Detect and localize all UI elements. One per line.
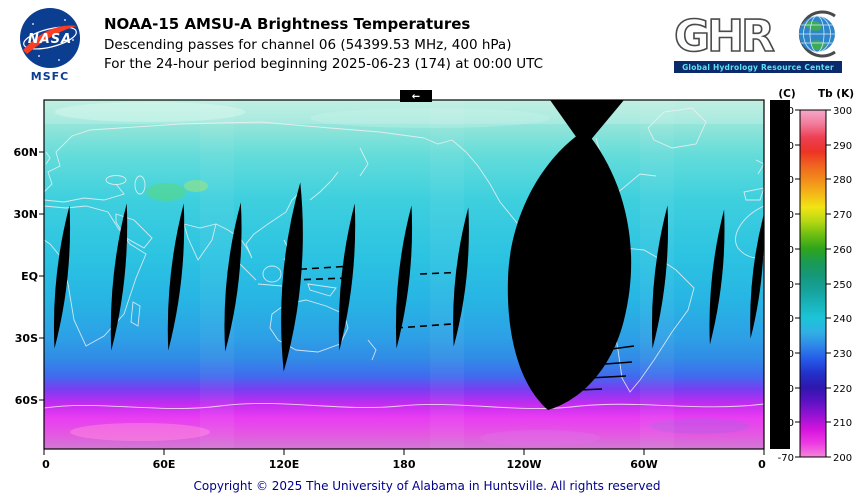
- header: NASA MSFC NOAA-15 AMSU-A Brightness Temp…: [0, 0, 854, 88]
- c-label: -50: [778, 384, 794, 395]
- msfc-label: MSFC: [30, 69, 70, 83]
- colorbar-gradient: [799, 109, 827, 458]
- page-subtitle-channel: Descending passes for channel 06 (54399.…: [104, 36, 512, 53]
- colorbar: (C) Tb (K) 30 20 10 0 -10: [778, 88, 854, 464]
- lon-label-120e: 120E: [269, 458, 299, 471]
- left-arrow-icon: ←: [412, 92, 420, 103]
- lon-label-120w: 120W: [506, 458, 541, 471]
- swath-gaps: [53, 100, 764, 410]
- c-label: 20: [781, 141, 794, 152]
- c-label: 10: [781, 175, 794, 186]
- lat-label-60n: 60N: [13, 146, 38, 159]
- ghrc-tagline: Global Hydrology Resource Center: [682, 63, 834, 72]
- streak-lines: [287, 265, 635, 392]
- c-label: -30: [778, 314, 794, 325]
- colorbar-k-title: Tb (K): [818, 88, 854, 100]
- k-label: 270: [833, 210, 852, 221]
- c-label: 30: [781, 106, 794, 117]
- lon-label-0r: 0: [758, 458, 766, 471]
- k-label: 200: [833, 453, 852, 464]
- lon-label-180: 180: [393, 458, 416, 471]
- ghrc-logo: GHR Global Hydrology Resource Center: [672, 7, 854, 81]
- lat-label-60s: 60S: [15, 394, 38, 407]
- k-label: 230: [833, 349, 852, 360]
- k-label: 240: [833, 314, 852, 325]
- k-label: 220: [833, 384, 852, 395]
- page-subtitle-period: For the 24-hour period beginning 2025-06…: [104, 55, 544, 72]
- k-label: 300: [833, 106, 852, 117]
- globe-icon: [799, 15, 835, 53]
- k-label: 290: [833, 141, 852, 152]
- scan-direction-marker: ←: [400, 90, 432, 103]
- brightness-temperature-map: ← 60N 30N EQ 30S 60S 0 60E 120E: [13, 88, 854, 471]
- k-label: 250: [833, 280, 852, 291]
- c-label: -60: [778, 418, 794, 429]
- title-block: NOAA-15 AMSU-A Brightness Temperatures D…: [96, 14, 672, 75]
- page-title: NOAA-15 AMSU-A Brightness Temperatures: [104, 14, 471, 33]
- colorbar-celsius-labels: 30 20 10 0 -10 -20 -30 -40 -50 -60 -70: [778, 106, 794, 464]
- c-label: -70: [778, 453, 794, 464]
- lon-label-0l: 0: [42, 458, 50, 471]
- nasa-logo: NASA MSFC: [0, 6, 96, 83]
- ghrc-logo-icon: GHR Global Hydrology Resource Center: [673, 10, 842, 73]
- longitude-axis: 0 60E 120E 180 120W 60W 0: [42, 449, 766, 471]
- lat-label-30n: 30N: [13, 208, 38, 221]
- nasa-logo-text: NASA: [28, 32, 72, 47]
- ghrc-logo-text: GHR: [674, 11, 774, 62]
- c-label: -20: [778, 280, 794, 291]
- lat-label-eq: EQ: [21, 270, 38, 283]
- field-variations: [44, 100, 764, 449]
- copyright-notice: Copyright © 2025 The University of Alaba…: [193, 479, 661, 493]
- k-label: 260: [833, 245, 852, 256]
- colorbar-kelvin-labels: 300 290 280 270 260 250 240 230 220 210 …: [833, 106, 852, 464]
- nasa-meatball-icon: NASA: [20, 7, 80, 68]
- lon-label-60w: 60W: [630, 458, 657, 471]
- latitude-axis: 60N 30N EQ 30S 60S: [13, 146, 44, 407]
- right-black-bar: [770, 100, 790, 449]
- c-label: 0: [788, 210, 794, 221]
- k-label: 210: [833, 418, 852, 429]
- large-data-gap: [507, 130, 632, 410]
- c-label: -40: [778, 349, 794, 360]
- lat-label-30s: 30S: [15, 332, 38, 345]
- lon-label-60e: 60E: [153, 458, 176, 471]
- k-label: 280: [833, 175, 852, 186]
- c-label: -10: [778, 245, 794, 256]
- colorbar-ticks: [795, 109, 831, 458]
- colorbar-c-title: (C): [778, 88, 795, 100]
